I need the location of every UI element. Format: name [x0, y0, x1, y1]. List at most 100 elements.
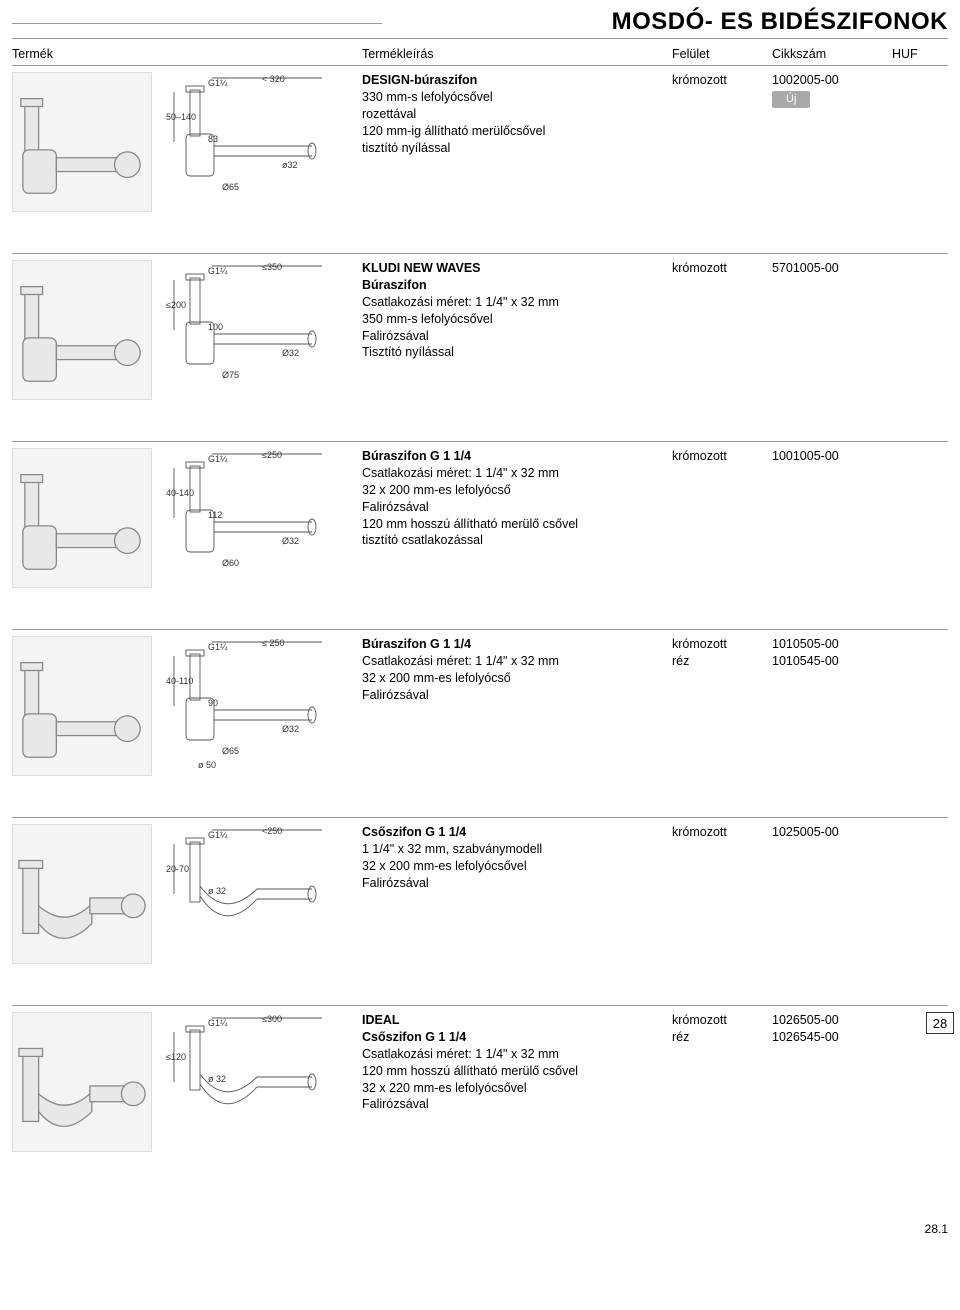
page-header: MOSDÓ- ES BIDÉSZIFONOK [12, 8, 948, 39]
description-line: Csatlakozási méret: 1 1/4" x 32 mm [362, 465, 662, 482]
description-line: 120 mm hosszú állítható merülő csővel [362, 516, 662, 533]
svg-text:Ø75: Ø75 [222, 370, 239, 380]
price-cell [892, 448, 942, 623]
svg-text:90: 90 [208, 698, 218, 708]
price-cell [892, 72, 942, 247]
description-cell: DESIGN-búraszifon330 mm-s lefolyócsővelr… [362, 72, 672, 247]
code-value: 1026545-00 [772, 1029, 892, 1046]
description-line: tisztító nyílással [362, 140, 662, 157]
description-cell: Búraszifon G 1 1/4Csatlakozási méret: 1 … [362, 448, 672, 623]
product-image-cell [12, 1012, 162, 1188]
svg-text:G1¼: G1¼ [208, 78, 228, 88]
svg-text:Ø32: Ø32 [282, 348, 299, 358]
diagram: G1¼≤ 25040-11090Ø32Ø65ø 50 [162, 636, 352, 786]
table-header: Termék Termékleírás Felület Cikkszám HUF [12, 45, 948, 66]
side-page-box: 28 [926, 1012, 954, 1034]
finish-cell: krómozott [672, 72, 772, 247]
header-diagram [162, 47, 362, 61]
description-line: rozettával [362, 106, 662, 123]
svg-text:112: 112 [208, 510, 222, 520]
svg-text:Ø65: Ø65 [222, 746, 239, 756]
finish-value: réz [672, 1029, 772, 1046]
table-row: G1¼≤350≤200100Ø32Ø75 KLUDI NEW WAVESBúra… [12, 254, 948, 442]
description: Búraszifon G 1 1/4Csatlakozási méret: 1 … [362, 636, 662, 704]
finish-cell: krómozottréz [672, 636, 772, 811]
description-line: Csatlakozási méret: 1 1/4" x 32 mm [362, 294, 662, 311]
diagram: G1¼≤300≤120ø 32 [162, 1012, 352, 1162]
table-row: G1¼≤ 25040-11090Ø32Ø65ø 50 Búraszifon G … [12, 630, 948, 818]
svg-text:≤120: ≤120 [166, 1052, 186, 1062]
svg-text:40-110: 40-110 [166, 676, 193, 686]
diagram: G1¼< 32050–14083ø32Ø65 [162, 72, 352, 222]
svg-text:G1¼: G1¼ [208, 642, 228, 652]
code-value: 1002005-00 [772, 72, 892, 89]
table-row: G1¼≤300≤120ø 32 IDEALCsőszifon G 1 1/4Cs… [12, 1006, 948, 1194]
svg-text:83: 83 [208, 134, 218, 144]
svg-text:Ø60: Ø60 [222, 558, 239, 568]
description: Búraszifon G 1 1/4Csatlakozási méret: 1 … [362, 448, 662, 549]
finish-cell: krómozott [672, 260, 772, 435]
svg-text:Ø32: Ø32 [282, 724, 299, 734]
product-image [12, 824, 152, 964]
description-line: Falirózsával [362, 1096, 662, 1113]
description-line: 330 mm-s lefolyócsővel [362, 89, 662, 106]
diagram: G1¼≤25040-140112Ø32Ø60 [162, 448, 352, 598]
description-line: 32 x 220 mm-es lefolyócsővel [362, 1080, 662, 1097]
svg-text:ø 32: ø 32 [208, 886, 226, 896]
description-cell: IDEALCsőszifon G 1 1/4Csatlakozási méret… [362, 1012, 672, 1188]
description-line: Falirózsával [362, 328, 662, 345]
header-finish: Felület [672, 47, 772, 61]
description: IDEALCsőszifon G 1 1/4Csatlakozási méret… [362, 1012, 662, 1113]
diagram-cell: G1¼≤ 25040-11090Ø32Ø65ø 50 [162, 636, 362, 811]
svg-text:G1¼: G1¼ [208, 266, 228, 276]
table-row: G1¼<25020-70ø 32 Csőszifon G 1 1/41 1/4"… [12, 818, 948, 1006]
description-line: 120 mm-ig állítható merülőcsővel [362, 123, 662, 140]
description-line: tisztító csatlakozással [362, 532, 662, 549]
finish-value: krómozott [672, 72, 772, 89]
price-cell [892, 1012, 942, 1188]
finish-cell: krómozott [672, 448, 772, 623]
svg-text:50–140: 50–140 [166, 112, 196, 122]
description-line: 350 mm-s lefolyócsővel [362, 311, 662, 328]
code-value: 1010545-00 [772, 653, 892, 670]
finish-value: krómozott [672, 260, 772, 277]
svg-text:≤ 250: ≤ 250 [262, 638, 284, 648]
code-cell: 1025005-00 [772, 824, 892, 999]
product-image-cell [12, 72, 162, 247]
description-cell: Búraszifon G 1 1/4Csatlakozási méret: 1 … [362, 636, 672, 811]
description-line: DESIGN-búraszifon [362, 72, 662, 89]
svg-text:<250: <250 [262, 826, 282, 836]
rows-container: G1¼< 32050–14083ø32Ø65 DESIGN-búraszifon… [12, 66, 948, 1194]
table-row: G1¼< 32050–14083ø32Ø65 DESIGN-búraszifon… [12, 66, 948, 254]
title-rule [12, 23, 382, 24]
footer-page-num: 28.1 [12, 1222, 948, 1236]
svg-text:G1¼: G1¼ [208, 454, 228, 464]
code-cell: 1001005-00 [772, 448, 892, 623]
description-line: Csatlakozási méret: 1 1/4" x 32 mm [362, 1046, 662, 1063]
svg-text:Ø65: Ø65 [222, 182, 239, 192]
description-line: Falirózsával [362, 499, 662, 516]
code-cell: 1002005-00Új [772, 72, 892, 247]
description-line: Búraszifon [362, 277, 662, 294]
header-desc: Termékleírás [362, 47, 672, 61]
description-line: Búraszifon G 1 1/4 [362, 448, 662, 465]
description-line: KLUDI NEW WAVES [362, 260, 662, 277]
svg-text:≤250: ≤250 [262, 450, 282, 460]
product-image-cell [12, 448, 162, 623]
table-row: G1¼≤25040-140112Ø32Ø60 Búraszifon G 1 1/… [12, 442, 948, 630]
product-image [12, 1012, 152, 1152]
code-value: 5701005-00 [772, 260, 892, 277]
header-price: HUF [892, 47, 942, 61]
diagram-cell: G1¼≤300≤120ø 32 [162, 1012, 362, 1188]
code-cell: 1010505-001010545-00 [772, 636, 892, 811]
description: Csőszifon G 1 1/41 1/4" x 32 mm, szabván… [362, 824, 662, 892]
svg-text:Ø32: Ø32 [282, 536, 299, 546]
svg-text:G1¼: G1¼ [208, 830, 228, 840]
product-image [12, 260, 152, 400]
svg-text:ø32: ø32 [282, 160, 298, 170]
description-line: 32 x 200 mm-es lefolyócső [362, 482, 662, 499]
code-value: 1025005-00 [772, 824, 892, 841]
svg-text:≤300: ≤300 [262, 1014, 282, 1024]
description-line: Csőszifon G 1 1/4 [362, 824, 662, 841]
description-line: Falirózsával [362, 875, 662, 892]
